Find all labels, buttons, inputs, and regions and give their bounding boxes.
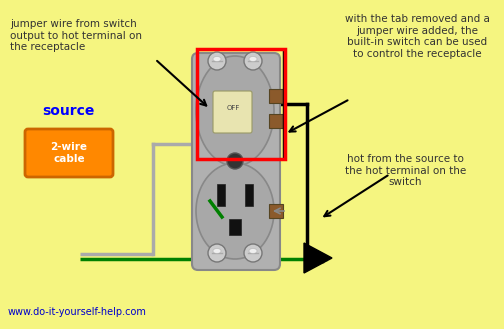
Bar xyxy=(269,114,283,128)
FancyBboxPatch shape xyxy=(192,53,280,270)
Ellipse shape xyxy=(196,163,274,259)
Text: with the tab removed and a
jumper wire added, the
built-in switch can be used
to: with the tab removed and a jumper wire a… xyxy=(345,14,490,59)
Ellipse shape xyxy=(249,248,257,254)
Text: www.do-it-yourself-help.com: www.do-it-yourself-help.com xyxy=(8,307,147,317)
Bar xyxy=(217,184,225,206)
Bar xyxy=(269,89,283,103)
FancyBboxPatch shape xyxy=(25,129,113,177)
Text: OFF: OFF xyxy=(226,105,240,111)
Ellipse shape xyxy=(213,248,221,254)
Text: jumper wire from switch
output to hot terminal on
the receptacle: jumper wire from switch output to hot te… xyxy=(10,19,142,52)
Bar xyxy=(245,184,253,206)
Polygon shape xyxy=(304,243,332,273)
Circle shape xyxy=(244,52,262,70)
Circle shape xyxy=(208,244,226,262)
Text: source: source xyxy=(42,104,94,118)
FancyBboxPatch shape xyxy=(213,91,252,133)
Circle shape xyxy=(227,153,243,169)
Ellipse shape xyxy=(249,57,257,62)
Bar xyxy=(269,204,283,218)
Ellipse shape xyxy=(213,57,221,62)
Bar xyxy=(197,49,285,159)
Text: 2-wire
cable: 2-wire cable xyxy=(50,142,88,164)
Ellipse shape xyxy=(196,56,274,166)
Circle shape xyxy=(244,244,262,262)
Circle shape xyxy=(208,52,226,70)
Text: hot from the source to
the hot terminal on the
switch: hot from the source to the hot terminal … xyxy=(345,154,466,187)
Bar xyxy=(229,219,241,235)
